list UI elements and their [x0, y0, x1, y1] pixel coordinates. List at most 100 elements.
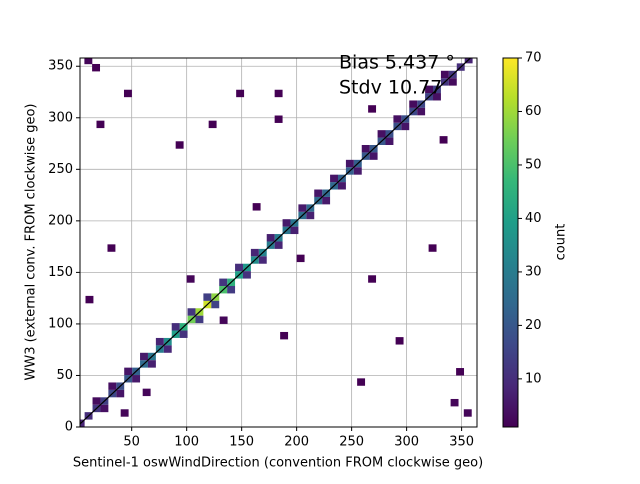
hist-cell: [96, 120, 105, 129]
y-tick-label: 300: [48, 110, 73, 125]
hist-cell: [314, 189, 323, 197]
hist-cell: [330, 174, 338, 183]
hist-cell: [274, 241, 283, 249]
hist-cell: [433, 93, 441, 101]
hist-cell: [417, 107, 426, 116]
hist-cell: [236, 89, 245, 98]
hist-cell: [282, 219, 291, 227]
hist-cell: [132, 375, 141, 383]
hist-cell: [203, 293, 212, 301]
hist-cell: [357, 378, 366, 386]
hist-cell: [464, 58, 473, 64]
hist-cell: [186, 275, 195, 283]
hist-cell: [377, 130, 386, 138]
hist-cell: [219, 316, 228, 324]
hist-cell: [92, 63, 101, 72]
hist-cell: [124, 367, 133, 376]
plot-frame: [79, 57, 478, 428]
x-tick-label: 100: [174, 435, 199, 450]
x-tick-label: 300: [394, 435, 419, 450]
hist-cell: [393, 115, 402, 123]
hist-cell: [123, 89, 132, 98]
annotation: Bias 5.437 °: [339, 52, 455, 74]
hist-cell: [187, 308, 196, 316]
hist-cell: [242, 271, 251, 279]
hist-cell: [219, 278, 228, 286]
x-axis-label: Sentinel-1 oswWindDirection (convention …: [73, 456, 483, 471]
x-tick-label: 250: [339, 435, 364, 450]
hist-cell: [401, 122, 410, 131]
hist-cell: [361, 144, 370, 153]
y-tick-label: 50: [56, 368, 73, 383]
hist-cell: [368, 275, 377, 283]
hist-cell: [175, 141, 184, 149]
hist-cell: [195, 315, 204, 324]
annotation: Stdv 10.77: [339, 77, 442, 99]
hist-cell: [171, 323, 180, 331]
hist-cell: [274, 89, 283, 98]
hist-cell: [409, 100, 418, 108]
colorbar: [502, 57, 519, 428]
hist-cell: [100, 404, 109, 413]
hist-cell: [155, 337, 164, 346]
hist-cell: [120, 409, 129, 417]
hist-cell: [252, 203, 261, 211]
hist-cell: [306, 211, 315, 220]
hist-cell: [439, 136, 448, 144]
hist-cell: [425, 85, 434, 94]
hist-cell: [142, 388, 151, 397]
hist-cell: [92, 397, 101, 405]
hist-cell: [290, 226, 299, 235]
hist-cell: [296, 254, 305, 263]
hist-cell: [368, 105, 377, 113]
x-tick-label: 150: [229, 435, 254, 450]
hist-cell: [208, 120, 217, 129]
hist-cell: [450, 398, 459, 407]
y-tick-label: 350: [48, 59, 73, 74]
x-tick-label: 350: [449, 435, 474, 450]
colorbar-tick-label: 30: [525, 264, 542, 279]
hist-cell: [280, 331, 289, 340]
hist-cell: [227, 285, 236, 294]
y-tick-label: 100: [48, 316, 73, 331]
hist-cell: [258, 256, 267, 264]
hist-cell: [337, 182, 346, 190]
hist-cell: [107, 244, 116, 252]
y-tick-label: 200: [48, 213, 73, 228]
hist-cell: [235, 263, 243, 272]
colorbar-label: count: [554, 224, 569, 261]
hist-cell: [428, 244, 437, 252]
hist-cell: [298, 204, 307, 212]
hist-cell: [395, 337, 404, 345]
y-tick-label: 250: [48, 162, 73, 177]
hist-cell: [211, 300, 220, 309]
hist-cell: [80, 419, 85, 427]
colorbar-tick-label: 50: [525, 157, 542, 172]
hist-cell: [353, 167, 362, 175]
hist-cell: [116, 389, 125, 398]
hist-cell: [345, 159, 354, 168]
hist-cell: [463, 409, 472, 417]
hist-cell: [456, 368, 465, 376]
hist-cell: [322, 196, 331, 205]
hist-cell: [250, 248, 259, 257]
colorbar-tick-label: 70: [525, 51, 542, 66]
colorbar-tick-label: 20: [525, 318, 542, 333]
hist-cell: [108, 382, 117, 390]
hist-cell: [274, 115, 283, 123]
y-axis-label: WW3 (external conv. FROM clockwise geo): [24, 104, 39, 381]
hist-cell: [440, 70, 449, 79]
colorbar-tick-label: 60: [525, 104, 542, 119]
hist-cell: [369, 152, 378, 160]
hist-cell: [84, 58, 93, 65]
y-tick-label: 0: [65, 420, 73, 435]
x-tick-label: 50: [123, 435, 140, 450]
x-tick-label: 200: [284, 435, 309, 450]
hist-cell: [266, 234, 275, 242]
colorbar-tick-label: 10: [525, 371, 542, 386]
hist-cell: [163, 345, 172, 353]
colorbar-tick-label: 40: [525, 211, 542, 226]
hist-cell: [147, 360, 156, 368]
hist-cell: [448, 78, 457, 86]
